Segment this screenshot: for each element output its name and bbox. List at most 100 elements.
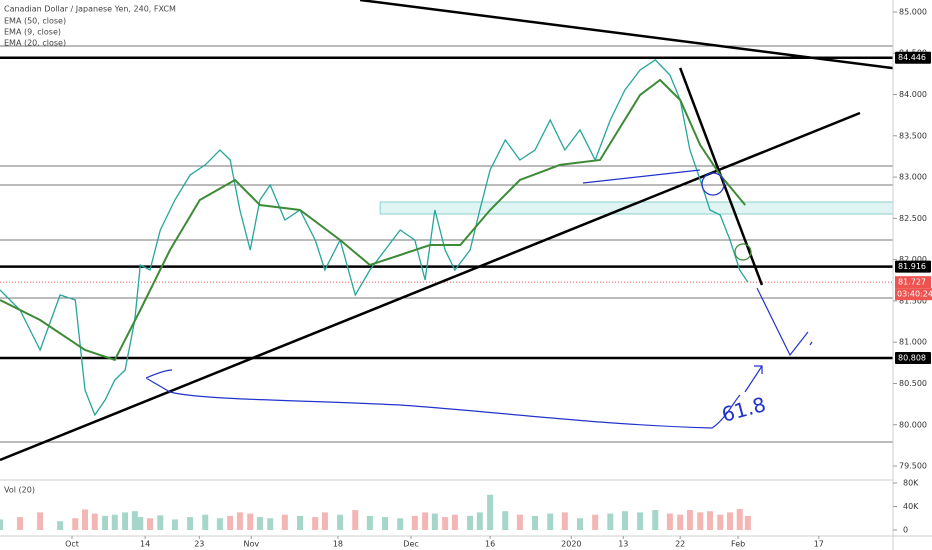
volume-bar xyxy=(337,514,344,531)
volume-bar xyxy=(706,511,713,531)
x-tick-label: Nov xyxy=(243,540,259,549)
indicator-label: EMA (20, close) xyxy=(4,39,66,48)
volume-bar xyxy=(652,510,659,531)
last-price-tag xyxy=(895,276,931,289)
volume-bar xyxy=(451,514,458,531)
volume-bar xyxy=(247,513,254,531)
volume-bar xyxy=(422,512,429,531)
x-tick-label: 17 xyxy=(814,540,824,549)
volume-bar xyxy=(147,518,154,531)
volume-bar xyxy=(256,517,263,531)
volume-bar xyxy=(0,519,3,531)
x-tick-label: Feb xyxy=(731,540,745,549)
drawing-circle xyxy=(734,243,752,261)
volume-bar xyxy=(736,508,743,531)
drawing-arrow xyxy=(744,365,763,393)
volume-bar xyxy=(157,515,164,531)
y-tick-label: 81.500 xyxy=(899,296,927,305)
volume-bar xyxy=(366,515,373,531)
y-tick-label: 80.500 xyxy=(899,379,927,388)
y-tick-label: 79.500 xyxy=(899,462,927,471)
volume-bar xyxy=(666,513,673,531)
price-tag-label: 80.808 xyxy=(898,354,926,363)
drawing-line xyxy=(582,169,701,184)
volume-bar xyxy=(321,512,328,531)
drawing-path xyxy=(756,287,809,357)
volume-bar xyxy=(382,517,389,531)
drawing-circle xyxy=(701,172,725,196)
volume-bar xyxy=(397,518,404,531)
volume-bar xyxy=(411,515,418,531)
price-tag xyxy=(895,51,931,64)
price-tag xyxy=(895,260,931,273)
volume-bar xyxy=(621,511,628,531)
x-tick-label: 23 xyxy=(194,540,204,549)
volume-bar xyxy=(312,517,319,531)
volume-bar xyxy=(607,513,614,531)
y-tick-label: 83.000 xyxy=(899,173,927,182)
drawing-arrow xyxy=(145,369,741,429)
indicator-label: EMA (9, close) xyxy=(4,28,61,37)
price-tag-label: 81.916 xyxy=(898,262,926,271)
volume-bar xyxy=(697,512,704,531)
volume-bar xyxy=(72,518,79,531)
volume-bar xyxy=(91,513,98,531)
countdown-tag xyxy=(895,288,932,301)
plot-area xyxy=(0,0,894,531)
volume-bar xyxy=(227,515,234,531)
volume-bar xyxy=(467,515,474,531)
x-tick-label: 22 xyxy=(675,540,685,549)
indicator-label: EMA (50, close) xyxy=(4,17,66,26)
volume-bar xyxy=(547,513,554,531)
x-tick-label: 18 xyxy=(333,540,343,549)
drawings xyxy=(145,169,813,429)
y-tick-label: 83.500 xyxy=(899,131,927,140)
volume-bar xyxy=(532,515,539,531)
volume-bar xyxy=(476,512,483,531)
volume-bar xyxy=(592,514,599,531)
y-tick-label: 81.000 xyxy=(899,338,927,347)
volume-bar xyxy=(442,517,449,531)
volume-bar xyxy=(281,514,288,531)
x-tick-label: 16 xyxy=(485,540,495,549)
volume-bar xyxy=(561,512,568,531)
volume-bar xyxy=(216,518,223,531)
volume-bar xyxy=(17,517,24,531)
price-tag-label: 84.446 xyxy=(898,53,926,62)
last-price-label: 81.727 xyxy=(898,278,926,287)
volume-bar xyxy=(102,515,109,531)
volume-bar xyxy=(431,513,438,531)
chart-title: Canadian Dollar / Japanese Yen, 240, FXC… xyxy=(4,5,176,14)
volume-bar xyxy=(297,515,304,531)
volume-bar xyxy=(487,494,494,531)
volume-bar xyxy=(352,510,359,531)
volume-bar xyxy=(637,512,644,531)
drawing-path xyxy=(809,341,813,346)
volume-bar xyxy=(202,514,209,531)
x-tick-label: Oct xyxy=(65,540,79,549)
volume-bar xyxy=(131,511,138,531)
x-tick-label: Dec xyxy=(403,540,418,549)
y-tick-label: 80.000 xyxy=(899,420,927,429)
volume-bar xyxy=(82,509,89,531)
trendline xyxy=(359,0,894,70)
y-tick-label: 82.000 xyxy=(899,255,927,264)
volume-bar xyxy=(717,514,724,531)
volume-bar xyxy=(57,521,64,531)
volume-bar xyxy=(267,518,274,531)
price-tag xyxy=(895,352,931,365)
volume-tick-label: 0 xyxy=(903,526,908,535)
volume-bar xyxy=(137,517,144,531)
y-tick-label: 85.000 xyxy=(899,7,927,16)
volume-title: Vol (20) xyxy=(4,486,35,495)
y-tick-label: 84.000 xyxy=(899,90,927,99)
volume-bar xyxy=(576,518,583,531)
volume-bar xyxy=(187,517,194,531)
x-tick-label: 14 xyxy=(140,540,150,549)
volume-bar xyxy=(122,512,129,531)
volume-bar xyxy=(236,512,243,531)
y-tick-label: 82.500 xyxy=(899,214,927,223)
volume-bar xyxy=(37,512,44,531)
